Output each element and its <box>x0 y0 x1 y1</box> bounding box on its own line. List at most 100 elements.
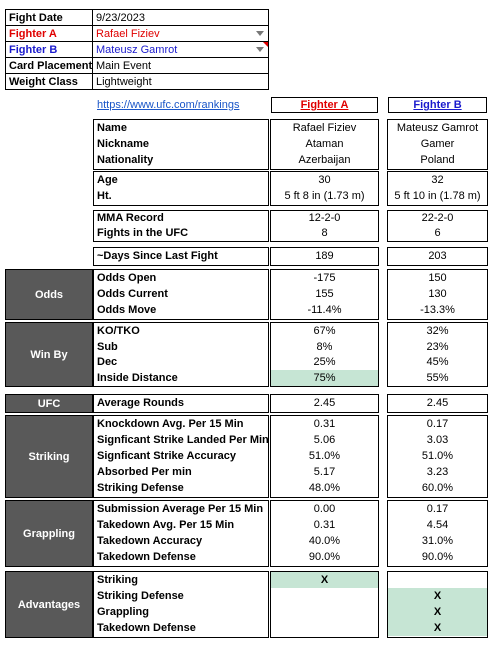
striking-fighter-b-value[interactable]: 60.0% <box>421 482 454 494</box>
advantages-fighter-a-value[interactable]: X <box>271 572 378 588</box>
physical-row-label: Age <box>97 174 118 186</box>
striking-row-label: Signficant Strike Accuracy <box>97 450 236 462</box>
striking-fighter-a-value[interactable]: 51.0% <box>308 450 341 462</box>
bio-fighter-b-value[interactable]: Mateusz Gamrot <box>396 122 479 134</box>
advantages-fighter-a-value[interactable] <box>271 604 378 620</box>
grappling-row-label: Takedown Defense <box>97 551 196 563</box>
advantages-fighter-b-box <box>387 571 488 638</box>
advantages-fighter-b-value[interactable]: X <box>388 620 487 636</box>
odds-row-label: Odds Open <box>97 272 157 284</box>
record-row-label: Fights in the UFC <box>97 227 189 239</box>
weight-class-value[interactable]: Lightweight <box>96 76 152 88</box>
winby-fighter-b-value[interactable]: 55% <box>426 372 449 384</box>
odds-fighter-a-value[interactable]: -175 <box>313 272 336 284</box>
striking-row-label: Knockdown Avg. Per 15 Min <box>97 418 244 430</box>
record-fighter-b-value[interactable]: 22-2-0 <box>421 212 454 224</box>
striking-fighter-b-value[interactable]: 3.03 <box>426 434 449 446</box>
days-fighter-b-value[interactable]: 203 <box>428 250 447 262</box>
fight-date-value[interactable]: 9/23/2023 <box>96 12 145 24</box>
days-fighter-b-box <box>387 247 488 266</box>
winby-row-label: Sub <box>97 341 118 353</box>
striking-fighter-b-value[interactable]: 51.0% <box>421 450 454 462</box>
ufc-rankings-link[interactable]: https://www.ufc.com/rankings <box>97 99 240 111</box>
winby-fighter-b-box <box>387 322 488 387</box>
winby-fighter-a-value[interactable]: 75% <box>271 370 378 386</box>
winby-section-label: Win By <box>5 322 93 387</box>
winby-fighter-a-value[interactable]: 25% <box>313 356 336 368</box>
striking-fighter-a-value[interactable]: 48.0% <box>308 482 341 494</box>
winby-row-label: KO/TKO <box>97 325 140 337</box>
striking-fighter-a-value[interactable]: 5.17 <box>313 466 336 478</box>
ufc-fighter-a-value[interactable]: 2.45 <box>313 397 336 409</box>
grappling-fighter-a-box <box>270 500 379 567</box>
striking-fighter-a-value[interactable]: 5.06 <box>313 434 336 446</box>
record-fighter-b-value[interactable]: 6 <box>434 227 441 239</box>
advantages-fighter-a-value[interactable] <box>271 588 378 604</box>
grappling-fighter-b-value[interactable]: 90.0% <box>421 551 454 563</box>
winby-fighter-b-value[interactable]: 45% <box>426 356 449 368</box>
bio-fighter-a-value[interactable]: Azerbaijan <box>298 154 351 166</box>
physical-row-label: Ht. <box>97 190 112 202</box>
winby-fighter-a-box <box>270 322 379 387</box>
fighter-b-select[interactable]: Mateusz Gamrot <box>96 44 178 56</box>
bio-fighter-a-value[interactable]: Rafael Fiziev <box>292 122 357 134</box>
odds-fighter-b-value[interactable]: 150 <box>428 272 447 284</box>
dropdown-arrow-icon[interactable] <box>256 31 264 36</box>
grappling-fighter-b-value[interactable]: 31.0% <box>421 535 454 547</box>
advantages-row-label: Striking <box>97 574 138 586</box>
advantages-fighter-b-value[interactable] <box>388 572 487 588</box>
grappling-labels-box <box>93 500 269 567</box>
fight-info-table: Fight Date 9/23/2023 Fighter A Rafael Fi… <box>5 9 269 90</box>
record-fighter-a-value[interactable]: 8 <box>321 227 328 239</box>
grappling-fighter-a-value[interactable]: 0.31 <box>313 519 336 531</box>
winby-fighter-a-value[interactable]: 8% <box>316 341 333 353</box>
advantages-fighter-a-value[interactable] <box>271 620 378 636</box>
record-labels-box <box>93 210 269 242</box>
grappling-fighter-b-value[interactable]: 4.54 <box>426 519 449 531</box>
fighter-a-select[interactable]: Rafael Fiziev <box>96 28 160 40</box>
days-fighter-a-value[interactable]: 189 <box>315 250 334 262</box>
odds-fighter-b-value[interactable]: 130 <box>428 288 447 300</box>
bio-fighter-a-value[interactable]: Ataman <box>305 138 344 150</box>
physical-fighter-b-value[interactable]: 5 ft 10 in (1.78 m) <box>394 190 481 202</box>
winby-labels-box <box>93 322 269 387</box>
grappling-section-label: Grappling <box>5 500 93 567</box>
striking-fighter-a-value[interactable]: 0.31 <box>313 418 336 430</box>
advantages-row-label: Takedown Defense <box>97 622 196 634</box>
striking-fighter-b-value[interactable]: 3.23 <box>426 466 449 478</box>
advantages-section-label: Advantages <box>5 571 93 638</box>
advantages-fighter-b-value[interactable]: X <box>388 604 487 620</box>
odds-fighter-a-value[interactable]: -11.4% <box>307 304 342 316</box>
physical-fighter-a-value[interactable]: 30 <box>318 174 331 186</box>
striking-row-label: Signficant Strike Landed Per Min <box>97 434 268 446</box>
bio-fighter-b-value[interactable]: Poland <box>420 154 455 166</box>
odds-row-label: Odds Move <box>97 304 157 316</box>
grappling-row-label: Takedown Accuracy <box>97 535 203 547</box>
card-placement-label: Card Placement <box>9 60 92 72</box>
winby-fighter-a-value[interactable]: 67% <box>313 325 336 337</box>
ufc-fighter-b-value[interactable]: 2.45 <box>426 397 449 409</box>
striking-fighter-a-box <box>270 415 379 498</box>
winby-fighter-b-value[interactable]: 32% <box>426 325 449 337</box>
bio-fighter-b-value[interactable]: Gamer <box>420 138 455 150</box>
physical-fighter-a-value[interactable]: 5 ft 8 in (1.73 m) <box>284 190 365 202</box>
record-row-label: MMA Record <box>97 212 164 224</box>
advantages-fighter-b-value[interactable]: X <box>388 588 487 604</box>
grappling-fighter-a-value[interactable]: 90.0% <box>308 551 341 563</box>
odds-fighter-a-value[interactable]: 155 <box>315 288 334 300</box>
dropdown-arrow-icon[interactable] <box>256 47 264 52</box>
record-fighter-a-value[interactable]: 12-2-0 <box>308 212 341 224</box>
physical-fighter-b-value[interactable]: 32 <box>431 174 444 186</box>
record-fighter-a-box <box>270 210 379 242</box>
ufc-section-label: UFC <box>5 394 93 413</box>
comment-indicator-icon <box>263 42 268 47</box>
grappling-fighter-a-value[interactable]: 40.0% <box>308 535 341 547</box>
winby-row-label: Inside Distance <box>97 372 178 384</box>
striking-fighter-b-value[interactable]: 0.17 <box>426 418 449 430</box>
odds-fighter-b-value[interactable]: -13.3% <box>420 304 455 316</box>
fight-date-label: Fight Date <box>9 12 63 24</box>
grappling-fighter-a-value[interactable]: 0.00 <box>313 503 336 515</box>
winby-fighter-b-value[interactable]: 23% <box>426 341 449 353</box>
grappling-fighter-b-value[interactable]: 0.17 <box>426 503 449 515</box>
card-placement-value[interactable]: Main Event <box>96 60 152 72</box>
